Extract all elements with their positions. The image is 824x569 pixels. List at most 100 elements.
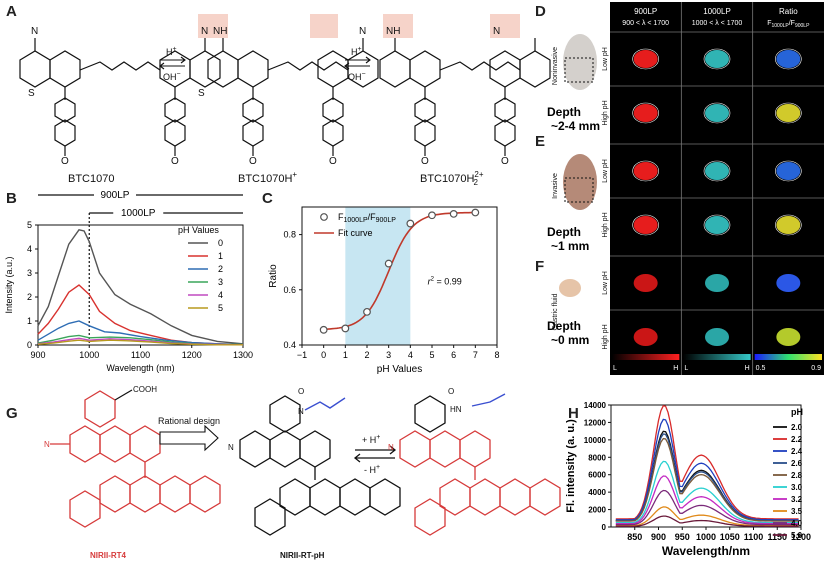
atom-o: O	[501, 156, 509, 167]
legend-title: pH	[791, 407, 803, 417]
arrow-reagent-bottom: OH−	[163, 71, 181, 82]
y-tick-label: 2000	[588, 506, 606, 515]
y-axis-label: Fl. intensity (a. u.)	[565, 419, 577, 513]
region-box	[564, 57, 594, 83]
series-line-2	[37, 320, 244, 346]
data-point	[471, 208, 480, 217]
y-tick-label: 0.4	[283, 340, 296, 350]
legend-label: 4.0	[791, 519, 803, 528]
column-range: 900 < λ < 1700	[622, 20, 669, 27]
x-tick-label: 1100	[744, 532, 764, 542]
row-label: Low pH	[602, 271, 609, 295]
y-tick-label: 12000	[584, 418, 607, 427]
atom-o: O	[329, 156, 337, 167]
panel-c-chart: −1 0 1 2 3 4 5 6 7 8 0.4 0.6 0.8 pH Values Ratio F1000L…	[268, 206, 500, 375]
colorbar-high: H	[673, 365, 678, 372]
signal-spot	[776, 162, 801, 180]
signal-spot	[633, 216, 658, 234]
molecule-nirii-rt-ph	[239, 395, 401, 536]
data-point	[384, 259, 393, 268]
atom-o: O	[61, 156, 69, 167]
legend-label: 3	[218, 277, 223, 287]
x-tick-label: 4	[408, 350, 413, 360]
panel-letter-e: E	[535, 133, 546, 150]
colorbar-high: 0.9	[811, 365, 821, 372]
y-tick-label: 0.6	[283, 285, 296, 295]
roi-outline	[703, 214, 731, 236]
plot-frame	[301, 206, 498, 346]
compound-name: NIRII-RT-pH	[280, 551, 325, 560]
column-header: 900LP	[634, 7, 657, 16]
legend-label: 2.6	[791, 459, 803, 468]
column-header: 1000LP	[703, 7, 731, 16]
y-tick-label: 2	[27, 292, 32, 302]
x-tick-label: 1050	[720, 532, 740, 542]
roi-outline	[775, 214, 802, 236]
equilibrium-arrow-2	[344, 56, 371, 70]
colorbar	[612, 354, 680, 360]
equilibrium-arrow-1	[159, 56, 186, 70]
panel-letter-b: B	[6, 190, 17, 207]
series-line-5	[37, 339, 243, 346]
molecule-btc1070	[19, 38, 221, 156]
column-range: 1000 < λ < 1700	[692, 20, 743, 27]
signal-spot	[705, 216, 729, 234]
legend-label: 5.0	[791, 531, 803, 540]
series-line-2.4	[615, 418, 799, 521]
panel-g-structures: COOH N Rational design O N N + H+ - H+	[44, 385, 561, 560]
panel-def-imaging: 900LP 900 < λ < 1700 1000LP 1000 < λ < 1700…	[535, 0, 824, 380]
side-label: Gastric fluid	[552, 293, 559, 330]
panel-letter-a: A	[6, 3, 17, 20]
protonated-highlight	[198, 14, 228, 38]
x-tick-label: 0	[321, 350, 326, 360]
series-line-3.0	[615, 460, 799, 524]
signal-spot	[633, 274, 658, 292]
band-1000-label: 1000LP	[121, 208, 156, 219]
colorbar-low: 0.5	[756, 365, 766, 372]
signal-spot	[776, 216, 801, 234]
equilibrium-arrow-g	[353, 445, 397, 463]
signal-spot	[633, 50, 658, 68]
x-tick-label: 8	[494, 350, 499, 360]
atom-n: N	[388, 443, 394, 452]
y-tick-label: 3	[27, 268, 32, 278]
molecule-btc1070h	[207, 38, 379, 156]
signal-spot	[705, 162, 729, 180]
atom-o: O	[421, 156, 429, 167]
x-axis-label: pH Values	[377, 364, 422, 375]
band-1000-bg	[113, 206, 164, 218]
signal-spot	[705, 274, 729, 292]
x-tick-label: 2	[364, 350, 369, 360]
depth-value: ~0 mm	[551, 333, 589, 347]
depth-label: Depth	[547, 105, 581, 119]
depth-value: ~1 mm	[551, 239, 589, 253]
series-line-4.0	[615, 489, 799, 526]
y-tick-label: 4	[27, 244, 32, 254]
roi-outline	[703, 48, 731, 70]
atom-n: N	[228, 443, 234, 452]
atom-hn: HN	[450, 405, 462, 414]
x-tick-label: 900	[651, 532, 666, 542]
signal-spot	[705, 50, 729, 68]
atom-n: N	[31, 26, 38, 37]
panel-letter-f: F	[535, 258, 545, 275]
x-tick-label: 5	[429, 350, 434, 360]
column-range: F1000LP/F900LP	[767, 20, 810, 29]
protonated-highlight	[310, 14, 338, 38]
colorbar-low: L	[684, 365, 688, 372]
row-label: Low pH	[602, 47, 609, 71]
colorbar	[754, 354, 822, 360]
plot-frame	[610, 404, 802, 528]
compound-name: BTC1070H2+ 2	[420, 170, 484, 187]
stomach-image	[559, 279, 581, 297]
y-tick-label: 1	[27, 316, 32, 326]
molecule-nirii-rt-ph-protonated	[399, 395, 561, 536]
x-tick-label: 7	[473, 350, 478, 360]
roi-outline	[632, 48, 659, 70]
panel-letter-h: H	[568, 405, 579, 422]
row-label: High pH	[602, 324, 609, 349]
x-tick-label: −1	[297, 350, 307, 360]
band-900-bg	[94, 188, 136, 200]
atom-n: N	[201, 26, 208, 37]
y-axis-label: Intensity (a.u.)	[4, 256, 14, 313]
